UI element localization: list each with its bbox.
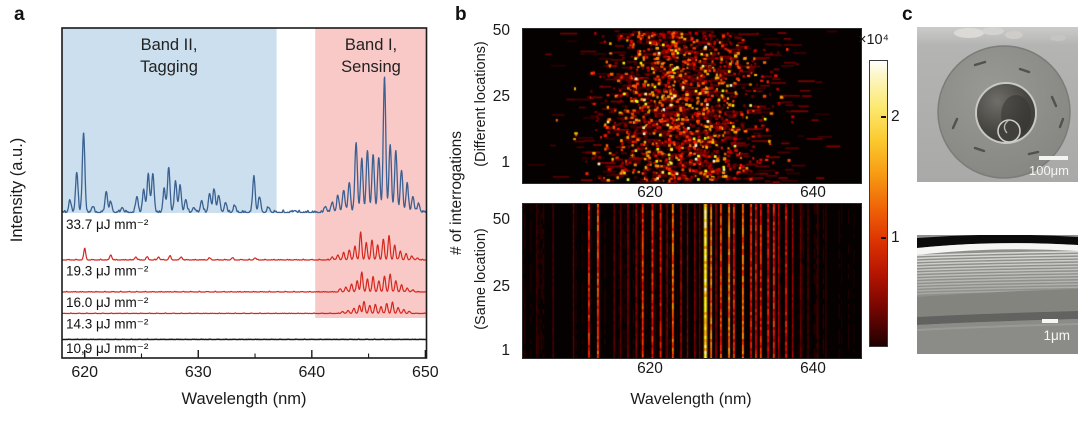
- sem-multilayer-cladding: 1μm: [917, 235, 1078, 354]
- sem2-layer-8: [917, 274, 1078, 280]
- sem1-scalebar-label: 100μm: [1029, 163, 1069, 178]
- sem2-epoxy-band: [917, 235, 1078, 248]
- xtick-label-650: 650: [412, 364, 439, 381]
- trace-label-4: 10,9 μJ mm⁻²: [66, 341, 149, 356]
- spectra-y-axis-label: Intensity (a.u.): [8, 138, 26, 243]
- sem2-layer-9: [917, 277, 1078, 283]
- sem1-debris: [954, 28, 984, 38]
- spectrum-trace-0: [61, 76, 427, 214]
- spectrum-trace-3: [61, 300, 427, 315]
- panel-b-label: b: [455, 4, 467, 25]
- spectra-plot: Band II, Tagging Band I, Sensing 33.7 μJ mm⁻…: [8, 27, 439, 408]
- sem2-bright-band: [917, 243, 1078, 255]
- hm1-xtick-620: 620: [637, 184, 663, 201]
- sem2-faint-line: [917, 323, 1078, 331]
- heatmap-y-axis-label: # of interrogations: [448, 130, 465, 256]
- sem2-layer-4: [917, 262, 1078, 269]
- sem2-bragg-layers: [917, 250, 1078, 295]
- sem1-surface-marks: [951, 60, 1065, 156]
- sem2-layer-2: [917, 256, 1078, 263]
- hm2-xtick-640: 640: [800, 360, 826, 377]
- hm2-ytick-1: 1: [501, 342, 510, 359]
- trace-label-3: 14.3 μJ mm⁻²: [66, 317, 149, 332]
- sem2-layer-3: [917, 259, 1078, 266]
- sem2-inner-cladding: [917, 289, 1078, 317]
- colorbar-multiplier: ×10⁴: [858, 32, 889, 48]
- colorbar-tickmark-2: [881, 116, 886, 118]
- trace-label-2: 16.0 μJ mm⁻²: [66, 295, 149, 310]
- trace-label-0: 33.7 μJ mm⁻²: [66, 217, 149, 232]
- hm2-xtick-620: 620: [637, 360, 663, 377]
- sem-fiber-cross-section: 100μm: [917, 27, 1078, 182]
- sem1-scalebar: [1039, 156, 1068, 160]
- spectra-x-axis-label: Wavelength (nm): [181, 390, 306, 408]
- hm1-xtick-640: 640: [800, 184, 826, 201]
- sem2-layer-6: [917, 268, 1078, 274]
- spectrum-trace-1: [61, 231, 427, 261]
- band-1: [315, 28, 427, 318]
- plot-frame: [61, 27, 428, 359]
- sem2-layer-7: [917, 271, 1078, 277]
- band-0: [62, 28, 277, 213]
- heatmap-same-location-canvas: [522, 203, 862, 359]
- band-0-label-line1: Tagging: [140, 58, 198, 76]
- sem1-core-notch: [997, 119, 1021, 143]
- sem2-layer-0: [917, 250, 1078, 257]
- sem1-bore-ring: [975, 82, 1037, 144]
- sem2-layer-5: [917, 265, 1078, 271]
- panel-a-label: a: [14, 4, 25, 25]
- spectrum-trace-2: [61, 271, 427, 293]
- sem1-notch-curl: [1003, 119, 1010, 134]
- colorbar-tick-2: 2: [891, 108, 900, 125]
- xtick-label-640: 640: [298, 364, 325, 381]
- sem1-debris: [982, 27, 1004, 35]
- band-1-label-line1: Sensing: [341, 58, 401, 76]
- colorbar-tickmark-1: [881, 237, 886, 239]
- sem2-dark-band: [917, 311, 1078, 325]
- sem2-scalebar: [1042, 319, 1058, 323]
- sem2-layer-1: [917, 253, 1078, 260]
- heatmap-x-axis-label: Wavelength (nm): [630, 391, 752, 408]
- panel-c-label: c: [902, 4, 913, 25]
- hm1-ytick-25: 25: [492, 88, 510, 105]
- sem1-debris: [1050, 35, 1066, 41]
- hm2-ytick-50: 50: [492, 211, 510, 228]
- band-1-label-line0: Band I,: [345, 36, 397, 54]
- colorbar: [869, 60, 888, 347]
- trace-label-1: 19.3 μJ mm⁻²: [66, 264, 149, 279]
- heatmap-different-locations-canvas: [522, 28, 862, 184]
- sem2-layer-10: [917, 280, 1078, 286]
- xtick-label-630: 630: [185, 364, 212, 381]
- sem2-scalebar-label: 1μm: [1043, 328, 1070, 343]
- sem1-debris: [1005, 31, 1023, 39]
- hm1-ytick-50: 50: [492, 22, 510, 39]
- xtick-label-620: 620: [71, 364, 98, 381]
- sem2-layer-11: [917, 283, 1078, 289]
- hm1-ytick-1: 1: [501, 154, 510, 171]
- sem2-layer-12: [917, 286, 1078, 292]
- hm2-ytick-25: 25: [492, 278, 510, 295]
- band-0-label-line0: Band II,: [141, 36, 198, 54]
- colorbar-tick-1: 1: [891, 229, 900, 246]
